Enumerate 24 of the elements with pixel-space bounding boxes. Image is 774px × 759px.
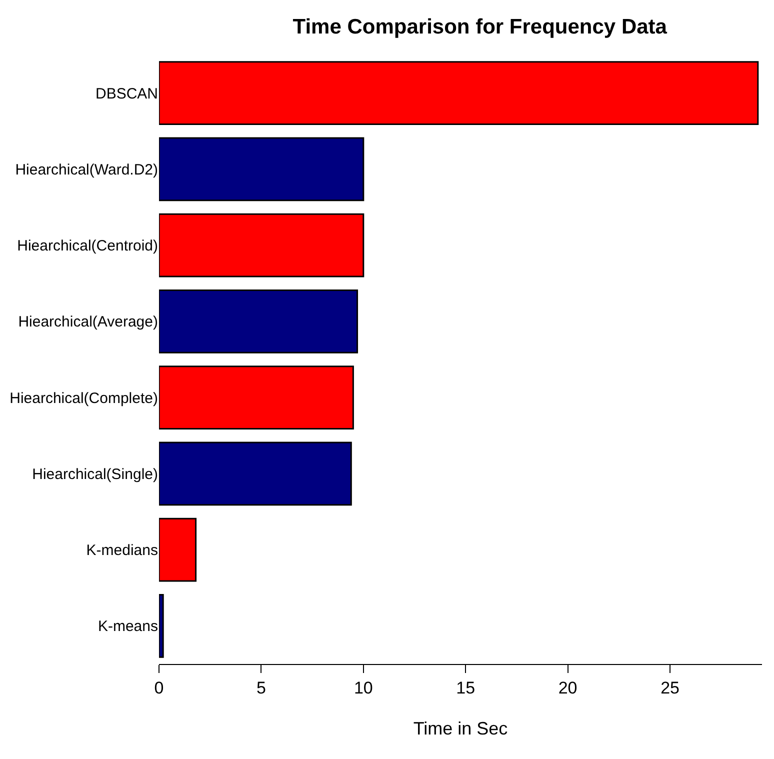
y-tick-label: K-means: [98, 618, 158, 636]
bar: [159, 289, 358, 354]
y-tick-label: Hiearchical(Ward.D2): [15, 161, 158, 178]
x-tick-label: 5: [256, 678, 266, 698]
x-tick-label: 20: [558, 678, 578, 698]
bar: [159, 366, 354, 430]
bar: [159, 137, 364, 202]
bar: [159, 61, 759, 126]
y-tick-label: Hiearchical(Single): [32, 466, 158, 483]
x-tick-label: 15: [456, 678, 476, 698]
y-tick-label: DBSCAN: [95, 85, 158, 102]
x-tick-label: 10: [354, 678, 373, 698]
y-tick-label: K-medians: [86, 542, 158, 560]
bar: [159, 213, 364, 278]
y-tick-label: Hiearchical(Complete): [10, 390, 158, 407]
x-axis-title: Time in Sec: [413, 718, 508, 738]
bar: [159, 442, 352, 506]
y-tick-label: Hiearchical(Centroid): [17, 238, 158, 255]
y-tick-label: Hiearchical(Average): [18, 314, 158, 331]
bar: [159, 518, 197, 582]
chart-title: Time Comparison for Frequency Data: [292, 16, 668, 39]
bar: [159, 594, 164, 658]
x-tick-label: 25: [660, 678, 680, 698]
x-tick-label: 0: [154, 678, 164, 698]
